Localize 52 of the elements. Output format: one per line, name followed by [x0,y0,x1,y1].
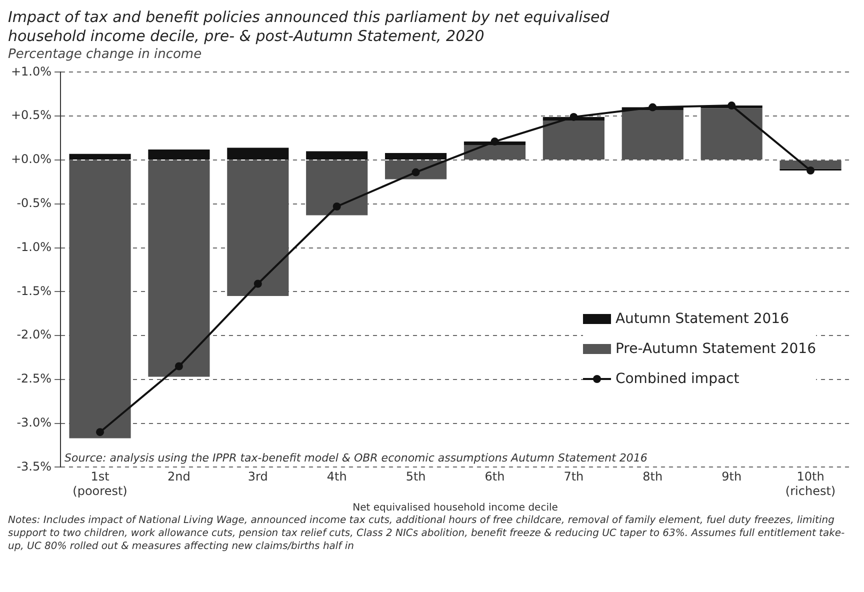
point [96,428,104,436]
y-tick-label: -2.5% [16,372,52,386]
bar [148,160,210,377]
bar [385,152,447,160]
x-tick-label: 2nd [168,470,190,484]
x-tick-label: 8th [642,470,663,484]
bar [306,160,368,216]
y-axis-title: Percentage change in income [8,47,203,62]
y-tick-label: +0.0% [10,152,52,166]
bar [700,108,762,160]
bar [148,149,210,160]
bar [464,145,526,160]
text: Notes: Includes impact of National Living Wage, announced income tax cuts, additional hours of free childcare, removal of family element, fuel duty freezes, limiting support to two children, work allowance cuts, pension tax relief cuts, Class 2 NICs abolition, benefit freeze & reducing UC taper to 63%. Assumes full entitlement take-up, UC 80% rolled out & measures affecting new claims/births half in [8,514,846,553]
y-tick-label: -0.5% [16,196,52,210]
x-tick-label: 10th (richest) [785,470,836,498]
x-tick-label: 5th [406,470,426,484]
bar [780,160,842,169]
x-tick-label: 1st (poorest) [72,470,128,498]
point [412,168,420,176]
y-tick-label: -2.0% [16,328,52,342]
y-tick-label: -3.0% [16,415,52,430]
y-tick-label: +1.0% [10,64,52,78]
bar [542,120,604,160]
point [648,103,657,112]
x-tick-label: 6th [484,470,505,484]
point [174,362,183,370]
y-tick-label: -3.5% [16,459,52,474]
legend-label: Autumn Statement 2016 [615,310,789,329]
x-tick-label: 4th [326,470,347,484]
bar [227,148,289,160]
y-tick-label: -1.5% [16,284,52,298]
x-axis-title: Net equivalised household income decile [352,502,558,514]
point [570,112,578,121]
legend-label: Pre-Autumn Statement 2016 [615,340,816,359]
x-tick-label: 9th [722,470,742,484]
point [332,202,341,210]
x-tick-label: 7th [564,470,584,484]
annotation: Source: analysis using the IPPR tax-benefit model & OBR economic assumptions Autumn Statement 2016 [64,452,648,465]
y-tick-label: -1.0% [16,240,52,254]
chart-title: Impact of tax and benefit policies announced this parliament by net equivalised household income decile, pre- & post-Autumn Statement, 2020 [8,8,610,46]
point [254,280,262,288]
bar [306,151,368,160]
legend-label: Combined impact [615,370,740,389]
point [728,102,736,110]
y-tick-label: +0.5% [10,108,52,122]
bar [622,110,684,160]
point [806,166,815,175]
bar [227,160,289,296]
x-tick-label: 3rd [248,470,268,484]
bar [69,160,131,438]
bar [69,154,131,160]
point [490,138,499,146]
